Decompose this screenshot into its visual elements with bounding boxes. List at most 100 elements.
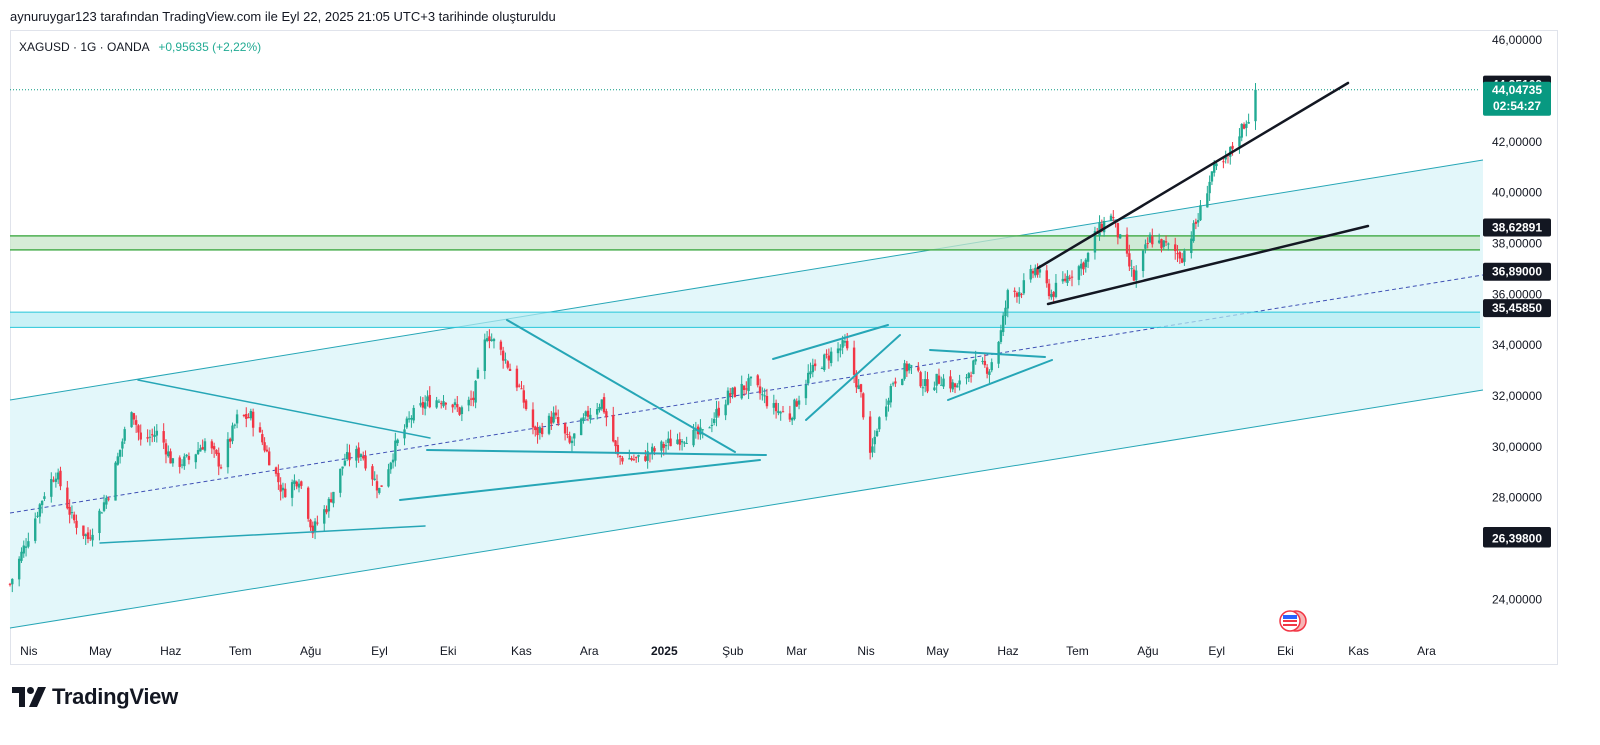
candle-body-2025-05-29	[988, 371, 991, 375]
candle-body-2024-06-11	[180, 464, 184, 466]
candle-body-2024-09-25	[423, 402, 427, 409]
candle-body-2024-07-25	[281, 487, 285, 491]
candle-body-2025-03-24	[836, 348, 840, 354]
candle-body-2024-09-04	[375, 481, 379, 491]
candle-body-2024-05-22	[134, 420, 138, 425]
candle-body-2025-07-28	[1125, 234, 1129, 254]
candle-body-2025-09-12	[1231, 145, 1234, 149]
candle-body-2025-03-27	[843, 341, 847, 343]
support-zone-green	[10, 235, 1480, 250]
candle-body-2025-03-31	[852, 347, 856, 375]
candle-body-2025-07-17	[1100, 223, 1104, 232]
candle-body-2025-02-28	[781, 411, 785, 413]
candle-body-2024-12-17	[614, 440, 617, 447]
candle-body-2024-12-27	[637, 454, 640, 457]
y-tick-label-3: 38,00000	[1492, 237, 1542, 251]
candle-body-2025-01-08	[664, 444, 668, 447]
candle-body-2025-08-21	[1180, 258, 1184, 263]
candle-body-2025-05-19	[965, 377, 968, 379]
candle-body-2025-05-05	[933, 387, 936, 391]
candle-body-2025-05-26	[981, 360, 984, 362]
candle-body-2024-09-26	[426, 396, 429, 402]
candle-body-2024-04-15	[50, 479, 53, 497]
candle-body-2025-07-09	[1082, 262, 1085, 270]
candle-body-2024-05-31	[155, 430, 158, 436]
candle-body-2024-04-23	[68, 506, 71, 515]
candle-body-2025-05-09	[942, 378, 945, 387]
candle-body-2025-05-30	[990, 362, 993, 371]
candle-body-2025-09-01	[1206, 193, 1209, 208]
candle-body-2025-04-07	[868, 416, 872, 453]
candle-body-2024-09-02	[371, 466, 374, 480]
x-tick-label-11: Mar	[786, 644, 807, 658]
candle-body-2024-10-28	[499, 341, 503, 350]
candle-body-2025-04-29	[919, 372, 922, 387]
candle-body-2024-03-28	[8, 583, 12, 585]
candle-body-2025-02-14	[749, 376, 753, 379]
y-tick-label-1: 42,00000	[1492, 135, 1542, 149]
candle-body-2025-07-31	[1132, 269, 1136, 281]
candle-body-2024-09-11	[391, 459, 395, 463]
candle-body-2025-08-07	[1148, 234, 1152, 243]
pennant-may-top	[929, 349, 1046, 358]
candle-body-2025-04-04	[862, 393, 865, 418]
candle-body-2024-05-24	[139, 432, 142, 440]
candle-body-2025-04-01	[855, 373, 858, 388]
candle-body-2024-11-20	[552, 412, 555, 423]
candle-body-2024-06-17	[194, 454, 197, 463]
candle-body-2025-03-04	[790, 418, 794, 421]
candle-body-2024-07-19	[267, 451, 271, 466]
candle-body-2025-06-10	[1015, 292, 1019, 297]
wedge-mar-top	[772, 324, 889, 360]
candle-body-2025-04-28	[917, 367, 920, 371]
candle-body-2025-01-20	[692, 429, 695, 446]
resistance-zone-blue	[10, 312, 1480, 328]
candle-body-2024-07-01	[226, 439, 230, 468]
candle-body-2024-12-25	[632, 459, 636, 461]
candle-body-2024-11-21	[554, 412, 558, 416]
candle-body-2024-09-18	[407, 418, 411, 420]
candle-body-2025-04-30	[921, 387, 925, 389]
pennant-may-bottom	[947, 359, 1053, 401]
candle-body-2024-08-01	[297, 483, 301, 488]
price-axis: 46,00000 42,00000 40,00000 38,00000 36,00000…	[1492, 33, 1542, 606]
symbol-legend[interactable]: XAGUSD · 1G · OANDA +0,95635 (+2,22%)	[19, 40, 261, 54]
candle-body-2024-07-22	[274, 467, 278, 474]
x-tick-label-3: Tem	[229, 644, 252, 658]
candle-body-2024-08-06	[309, 519, 312, 528]
candle-body-2024-07-31	[295, 481, 298, 487]
candle-body-2025-02-24	[772, 403, 776, 408]
candle-body-2025-02-17	[756, 375, 759, 386]
x-tick-label-8: Ara	[580, 644, 599, 658]
candle-body-2024-04-24	[70, 512, 74, 514]
candle-body-2024-11-29	[573, 433, 576, 439]
brand-logo[interactable]: TradingView	[12, 684, 178, 710]
candle-body-2025-01-28	[710, 424, 714, 426]
candle-body-2024-06-21	[203, 441, 207, 451]
price-badge-label-6: 26,39800	[1492, 531, 1542, 545]
candle-body-2025-08-29	[1199, 205, 1202, 221]
candle-body-2024-08-13	[325, 509, 328, 513]
price-badge-label-4: 35,45850	[1492, 301, 1542, 315]
candle-body-2024-05-01	[86, 532, 90, 540]
candle-body-2024-06-13	[185, 454, 188, 457]
candle-body-2025-06-12	[1020, 293, 1023, 295]
candle-body-2025-05-15	[956, 385, 959, 388]
candle-body-2025-01-15	[680, 441, 684, 443]
candle-body-2025-09-17	[1242, 124, 1246, 129]
candle-body-2024-09-23	[419, 403, 422, 406]
candle-body-2025-07-08	[1079, 263, 1083, 269]
candle-body-2024-07-24	[279, 484, 282, 492]
candle-body-2024-12-06	[589, 414, 592, 420]
candle-body-2024-10-23	[488, 336, 491, 342]
candle-body-2024-11-18	[547, 415, 551, 434]
candle-body-2024-11-12	[534, 426, 537, 431]
candle-body-2024-09-27	[428, 394, 431, 408]
candle-body-2024-09-24	[421, 402, 425, 408]
candle-body-2024-05-02	[89, 537, 92, 539]
candle-body-2024-12-18	[616, 444, 620, 455]
candlestick-chart[interactable]: 46,00000 42,00000 40,00000 38,00000 36,00000…	[0, 0, 1600, 680]
price-badge-label-1: 44,04735	[1492, 83, 1542, 97]
candle-body-2024-08-29	[362, 456, 365, 459]
candle-body-2024-07-05	[235, 414, 239, 424]
